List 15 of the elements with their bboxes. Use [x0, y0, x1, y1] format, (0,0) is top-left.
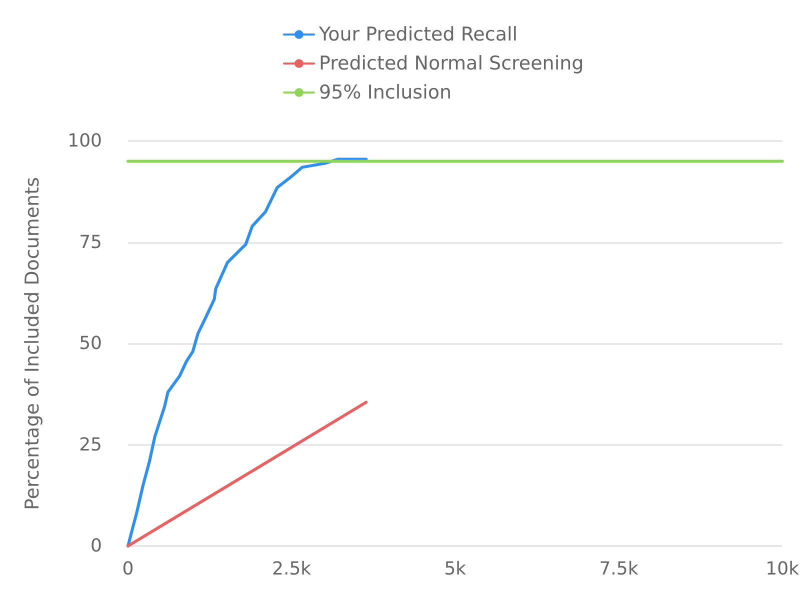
legend-label: Predicted Normal Screening [319, 52, 584, 74]
y-tick-label: 0 [90, 536, 102, 556]
y-tick-label: 25 [79, 434, 102, 456]
legend-label: Your Predicted Recall [318, 24, 518, 46]
legend-label: 95% Inclusion [319, 82, 452, 104]
line-series [126, 158, 368, 548]
y-axis-title: Percentage of Included Documents [22, 177, 44, 510]
y-tick-label: 50 [79, 333, 102, 354]
x-tick-label: 0 [122, 558, 134, 580]
x-tick-label: 5k [444, 558, 467, 580]
x-tick-label: 2.5k [272, 558, 312, 580]
y-tick-label: 100 [68, 130, 102, 152]
y-tick-label: 75 [79, 232, 102, 253]
x-tick-label: 10k [766, 558, 800, 580]
x-tick-label: 7.5k [599, 558, 639, 580]
